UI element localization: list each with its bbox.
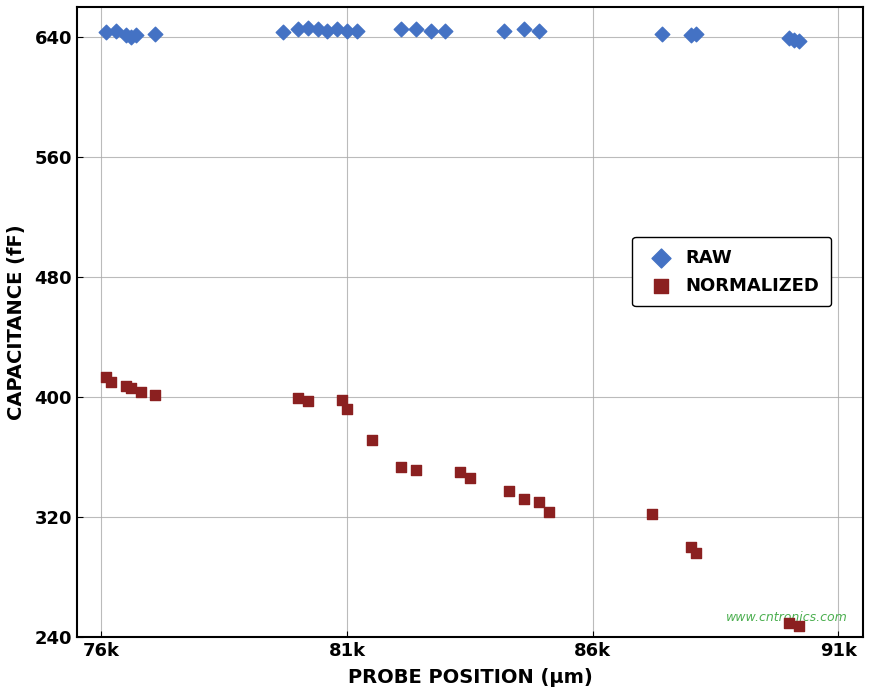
NORMALIZED (516, 493, 530, 505)
RAW (438, 26, 452, 37)
RAW (99, 27, 113, 38)
RAW (129, 30, 143, 41)
RAW (688, 28, 702, 40)
RAW (310, 24, 324, 35)
NORMALIZED (408, 465, 422, 476)
Text: www.cntronics.com: www.cntronics.com (725, 611, 846, 625)
RAW (408, 24, 422, 35)
RAW (290, 24, 304, 35)
RAW (275, 27, 289, 38)
NORMALIZED (501, 486, 515, 497)
RAW (786, 35, 800, 46)
RAW (349, 26, 363, 37)
RAW (781, 33, 795, 44)
RAW (301, 22, 315, 33)
RAW (516, 24, 530, 35)
NORMALIZED (781, 618, 795, 629)
RAW (340, 26, 354, 37)
NORMALIZED (134, 387, 148, 398)
NORMALIZED (364, 435, 378, 446)
X-axis label: PROBE POSITION (μm): PROBE POSITION (μm) (347, 668, 592, 687)
NORMALIZED (541, 507, 555, 518)
NORMALIZED (123, 382, 137, 393)
RAW (119, 30, 133, 41)
NORMALIZED (462, 473, 476, 484)
RAW (683, 30, 697, 41)
NORMALIZED (683, 541, 697, 552)
RAW (123, 31, 137, 42)
NORMALIZED (149, 390, 163, 401)
NORMALIZED (394, 462, 408, 473)
NORMALIZED (340, 403, 354, 414)
NORMALIZED (453, 466, 467, 477)
Legend: RAW, NORMALIZED: RAW, NORMALIZED (632, 237, 830, 306)
NORMALIZED (119, 381, 133, 392)
RAW (653, 28, 667, 40)
NORMALIZED (531, 496, 545, 507)
RAW (792, 36, 806, 47)
RAW (497, 26, 511, 37)
Y-axis label: CAPACITANCE (fF): CAPACITANCE (fF) (7, 224, 26, 420)
RAW (109, 26, 123, 37)
RAW (149, 28, 163, 40)
NORMALIZED (290, 393, 304, 404)
RAW (423, 26, 437, 37)
RAW (330, 24, 344, 35)
NORMALIZED (301, 396, 315, 407)
NORMALIZED (335, 394, 348, 405)
RAW (394, 24, 408, 35)
NORMALIZED (792, 621, 806, 632)
RAW (531, 26, 545, 37)
NORMALIZED (644, 508, 658, 519)
NORMALIZED (104, 376, 118, 387)
NORMALIZED (99, 372, 113, 383)
NORMALIZED (688, 548, 702, 559)
RAW (320, 26, 334, 37)
